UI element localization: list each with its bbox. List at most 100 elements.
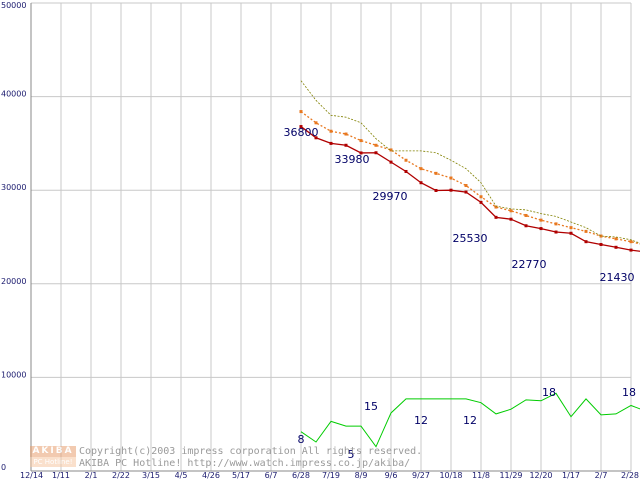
logo-line2: PC Hotline! [30, 457, 76, 467]
data-point [584, 240, 588, 244]
data-point [329, 141, 333, 145]
series-line [300, 392, 640, 448]
x-tick-label: 9/6 [385, 471, 398, 480]
x-tick-label: 6/7 [265, 471, 278, 480]
data-label: 25530 [453, 232, 488, 245]
data-label: 33980 [335, 153, 370, 166]
data-point [389, 148, 393, 152]
data-point [494, 205, 498, 209]
url-watermark: AKIBA PC Hotline! http://www.watch.impre… [79, 458, 411, 469]
x-tick-label: 2/1 [85, 471, 98, 480]
x-tick-label: 3/15 [142, 471, 160, 480]
data-label: 22770 [512, 258, 547, 271]
data-point [344, 143, 348, 147]
x-tick-label: 4/26 [202, 471, 220, 480]
data-point [569, 226, 573, 230]
data-point [554, 230, 558, 234]
x-tick-label: 11/8 [472, 471, 490, 480]
y-tick-label: 50000 [1, 1, 26, 10]
data-point [479, 200, 483, 204]
data-point [509, 209, 513, 213]
data-point [524, 224, 528, 228]
data-point [614, 245, 618, 249]
data-point [599, 242, 603, 246]
data-point [404, 169, 408, 173]
x-tick-label: 2/22 [112, 471, 130, 480]
data-point [389, 160, 393, 164]
x-axis-ticks: 12/14 1/11 2/1 2/22 3/15 4/5 4/26 5/17 6/7 6/28 7/… [20, 471, 639, 480]
data-label: 36800 [284, 126, 319, 139]
x-tick-label: 12/14 [20, 471, 43, 480]
data-point [329, 129, 333, 133]
logo-line1: AKIBA [30, 446, 76, 457]
data-point [434, 171, 438, 175]
x-tick-label: 9/27 [412, 471, 430, 480]
data-point [419, 181, 423, 185]
data-point [629, 248, 633, 252]
axes [30, 3, 631, 472]
x-tick-label: 7/19 [322, 471, 340, 480]
y-axis-ticks: 0 10000 20000 30000 40000 50000 [1, 1, 26, 472]
data-point [419, 167, 423, 171]
data-point [299, 125, 303, 129]
data-label: 18 [622, 386, 636, 399]
data-point [569, 231, 573, 235]
data-label: 15 [364, 400, 378, 413]
data-point [599, 234, 603, 238]
data-label: 8 [298, 433, 305, 446]
data-label: 12 [463, 414, 477, 427]
data-point [464, 184, 468, 188]
data-point [479, 195, 483, 199]
x-tick-label: 10/18 [439, 471, 462, 480]
grid-lines [31, 2, 632, 471]
data-point [539, 218, 543, 222]
data-label: 5 [348, 448, 355, 461]
data-point [539, 227, 543, 231]
data-series [299, 80, 640, 448]
data-label: 12 [414, 414, 428, 427]
y-tick-label: 10000 [1, 370, 26, 379]
x-tick-label: 2/7 [595, 471, 608, 480]
data-point [509, 217, 513, 221]
data-point [449, 176, 453, 180]
series-line [300, 80, 640, 244]
data-labels: 36800 33980 29970 25530 22770 21430 8 5 15 12 12 18… [284, 126, 637, 461]
data-point [299, 110, 303, 114]
data-point [614, 237, 618, 241]
x-tick-label: 1/11 [52, 471, 70, 480]
y-tick-label: 40000 [1, 90, 26, 99]
data-point [434, 188, 438, 192]
data-point [359, 139, 363, 143]
data-label: 18 [542, 386, 556, 399]
data-point [584, 229, 588, 233]
y-tick-label: 0 [1, 463, 6, 472]
series-line [300, 111, 640, 245]
x-tick-label: 11/29 [499, 471, 522, 480]
data-point [464, 190, 468, 194]
x-tick-label: 4/5 [175, 471, 188, 480]
data-point [314, 136, 318, 140]
data-point [494, 215, 498, 219]
data-point [314, 121, 318, 125]
data-point [554, 222, 558, 226]
y-tick-label: 30000 [1, 183, 26, 192]
data-point [374, 151, 378, 155]
x-tick-label: 8/9 [355, 471, 368, 480]
data-point [449, 188, 453, 192]
akiba-logo: AKIBA PC Hotline! [30, 446, 76, 468]
copyright-watermark: Copyright(c)2003 impress corporation All… [79, 446, 423, 457]
data-point [359, 151, 363, 155]
x-tick-label: 12/20 [529, 471, 552, 480]
y-tick-label: 20000 [1, 277, 26, 286]
data-point [374, 143, 378, 147]
data-point [404, 158, 408, 162]
data-point [524, 213, 528, 217]
data-label: 21430 [600, 271, 635, 284]
data-point [344, 132, 348, 136]
x-tick-label: 1/17 [562, 471, 580, 480]
data-point [629, 240, 633, 244]
series-line [300, 126, 640, 252]
x-tick-label: 5/17 [232, 471, 250, 480]
data-label: 29970 [373, 190, 408, 203]
